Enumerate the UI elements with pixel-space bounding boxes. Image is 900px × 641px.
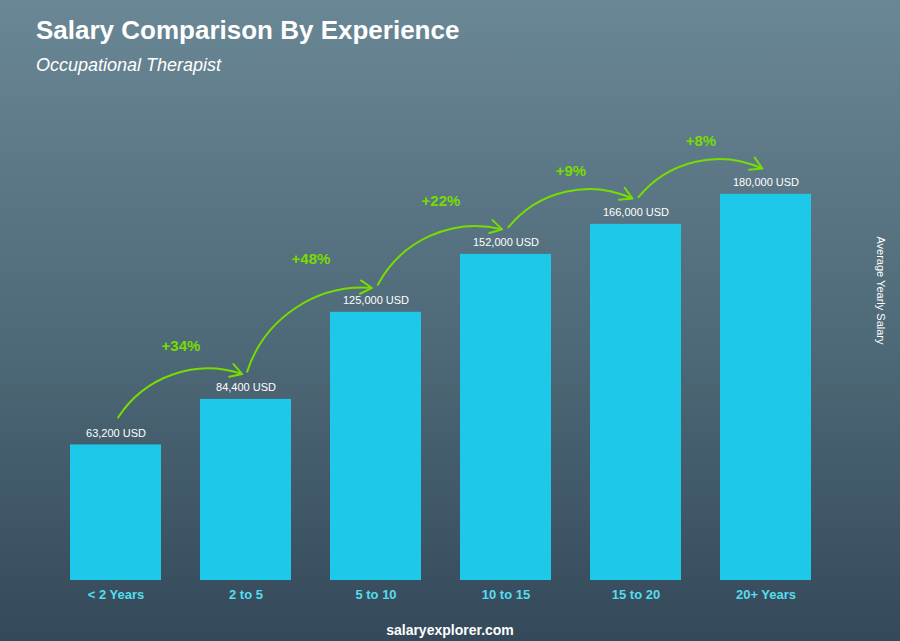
svg-text:5 to 10: 5 to 10 <box>355 587 396 602</box>
svg-text:10 to 15: 10 to 15 <box>482 587 530 602</box>
svg-text:Average Yearly Salary: Average Yearly Salary <box>875 236 887 345</box>
svg-text:+8%: +8% <box>686 132 716 149</box>
svg-text:63,200 USD: 63,200 USD <box>86 427 146 439</box>
svg-text:152,000 USD: 152,000 USD <box>473 236 539 248</box>
svg-text:84,400 USD: 84,400 USD <box>216 381 276 393</box>
svg-text:15 to 20: 15 to 20 <box>612 587 660 602</box>
svg-text:+9%: +9% <box>556 162 586 179</box>
svg-text:+22%: +22% <box>422 192 461 209</box>
svg-text:< 2 Years: < 2 Years <box>88 587 145 602</box>
svg-text:20+ Years: 20+ Years <box>736 587 796 602</box>
svg-text:125,000 USD: 125,000 USD <box>343 294 409 306</box>
svg-text:+34%: +34% <box>162 337 201 354</box>
svg-text:2 to 5: 2 to 5 <box>229 587 263 602</box>
svg-text:+48%: +48% <box>292 250 331 267</box>
html-text:salaryexplorer.com: salaryexplorer.com <box>386 622 514 638</box>
svg-text:166,000 USD: 166,000 USD <box>603 206 669 218</box>
html-text:Occupational Therapist: Occupational Therapist <box>36 55 222 75</box>
svg-text:180,000 USD: 180,000 USD <box>733 176 799 188</box>
html-text:Salary Comparison By Experienc: Salary Comparison By Experience <box>36 15 460 45</box>
